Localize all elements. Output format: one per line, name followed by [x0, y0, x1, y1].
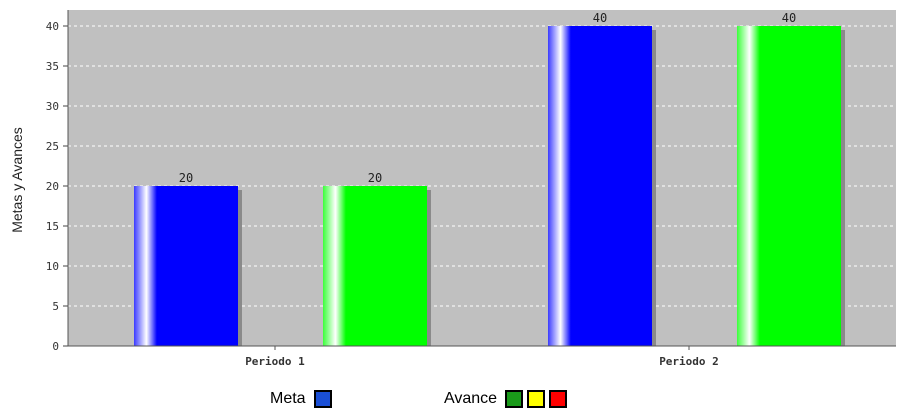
data-label: 20	[179, 171, 193, 185]
x-tick-label: Periodo 2	[659, 355, 719, 368]
bar-avance	[323, 186, 427, 346]
y-tick-label: 25	[46, 140, 59, 153]
data-label: 40	[593, 11, 607, 25]
y-tick-label: 30	[46, 100, 59, 113]
bar-avance	[737, 26, 841, 346]
y-tick-label: 35	[46, 60, 59, 73]
x-tick-label: Periodo 1	[245, 355, 305, 368]
bar-meta	[134, 186, 238, 346]
legend-avance-swatch-red	[549, 390, 568, 408]
data-label: 20	[368, 171, 382, 185]
bar-meta	[548, 26, 652, 346]
y-axis-title: Metas y Avances	[9, 127, 25, 233]
bar-chart: 20 20 40 40 0 5 10 15 20 25 30 35 40 Periodo 1 Period…	[9, 10, 896, 368]
legend-avance-swatch-yellow	[527, 390, 546, 408]
legend-avance-swatch-green	[505, 390, 524, 408]
legend-avance: Avance	[444, 388, 571, 410]
legend-meta-swatch	[313, 390, 332, 408]
y-tick-label: 10	[46, 260, 59, 273]
legend-meta: Meta	[270, 388, 336, 410]
bars: 20 20 40 40	[134, 11, 845, 346]
legend-avance-label: Avance	[444, 390, 498, 407]
legend-meta-label: Meta	[270, 390, 306, 407]
y-tick-label: 40	[46, 20, 59, 33]
y-tick-label: 20	[46, 180, 59, 193]
y-tick-label: 15	[46, 220, 59, 233]
y-tick-label: 5	[52, 300, 59, 313]
data-label: 40	[782, 11, 796, 25]
axes: 0 5 10 15 20 25 30 35 40 Periodo 1 Periodo 2	[46, 10, 896, 368]
y-tick-label: 0	[52, 340, 59, 353]
